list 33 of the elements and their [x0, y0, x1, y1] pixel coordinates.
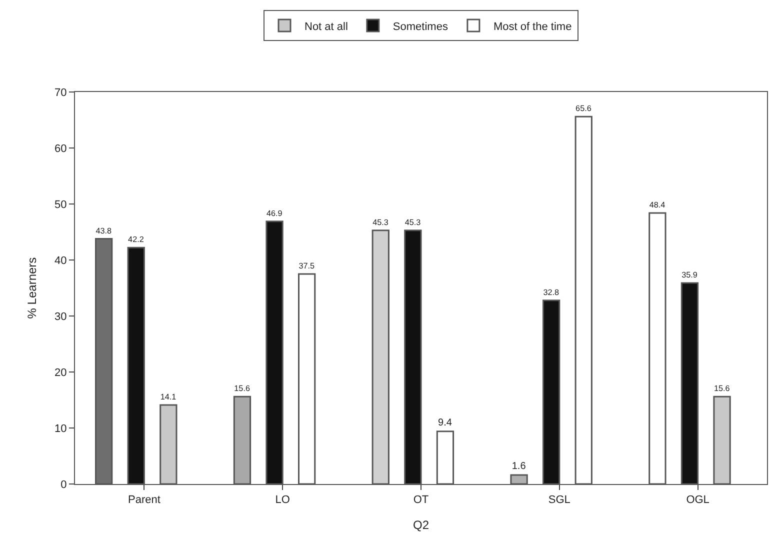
- y-tick-label: 30: [54, 310, 67, 323]
- data-label: 65.6: [576, 104, 592, 114]
- data-label: 15.6: [234, 384, 250, 394]
- data-label: 48.4: [649, 200, 666, 210]
- data-label: 14.1: [160, 392, 177, 402]
- y-axis-title: % Learners: [24, 257, 39, 319]
- x-tick-label: SGL: [548, 494, 570, 506]
- data-label: 15.6: [714, 384, 730, 394]
- data-label: 37.5: [298, 262, 316, 271]
- data-label: 1.6: [512, 461, 526, 472]
- data-label: 45.3: [372, 218, 389, 227]
- data-label: 9.4: [438, 417, 452, 428]
- y-tick-label: 70: [54, 86, 67, 99]
- data-label: 46.9: [266, 208, 283, 218]
- y-tick-label: 50: [54, 198, 67, 211]
- y-tick-label: 0: [60, 478, 67, 491]
- x-tick-label: OGL: [686, 494, 710, 506]
- x-tick-label: Parent: [128, 494, 160, 506]
- y-tick-label: 10: [54, 422, 67, 435]
- y-tick-label: 40: [54, 254, 67, 267]
- x-tick-label: OT: [413, 494, 429, 506]
- data-label: 32.8: [543, 288, 560, 297]
- x-axis-title: Q2: [412, 518, 430, 532]
- data-label: 43.8: [96, 226, 112, 236]
- y-tick-label: 20: [54, 366, 67, 379]
- y-tick-label: 60: [54, 142, 67, 155]
- legend-label: Not at all: [304, 20, 348, 33]
- legend-label: Most of the time: [493, 20, 572, 33]
- legend-label: Sometimes: [392, 20, 448, 33]
- data-label: 45.3: [404, 218, 422, 227]
- data-label: 42.2: [128, 235, 144, 244]
- x-tick-label: LO: [275, 494, 290, 506]
- data-label: 35.9: [682, 270, 698, 280]
